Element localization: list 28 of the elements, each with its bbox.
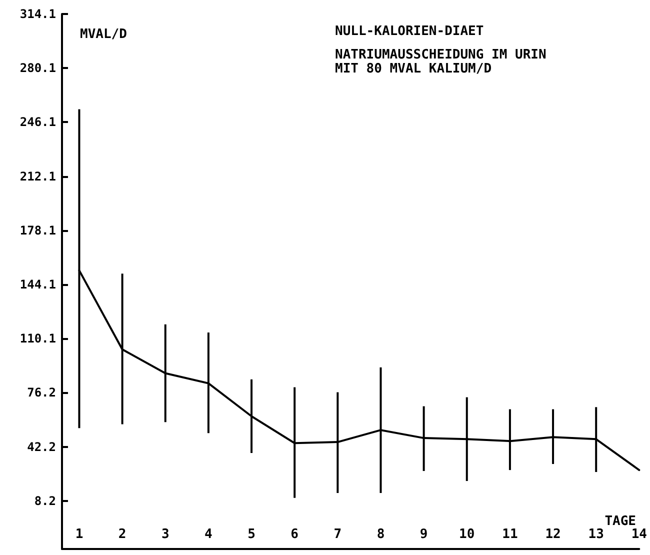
y-tick-label: 246.1 <box>20 115 56 130</box>
y-tick-label: 178.1 <box>20 223 56 238</box>
x-tick-label: 6 <box>290 527 299 542</box>
x-tick-label: 10 <box>459 527 475 542</box>
text: NULL-KALORIEN-DIAET <box>335 24 484 39</box>
x-tick-label: 11 <box>502 527 518 542</box>
x-tick-label: 3 <box>161 527 170 542</box>
x-tick-label: 1 <box>75 527 84 542</box>
x-tick-label: 5 <box>248 527 256 542</box>
x-tick-label: 9 <box>420 527 428 542</box>
y-tick-label: 76.2 <box>27 386 56 400</box>
text: NATRIUMAUSSCHEIDUNG IM URIN MIT 80 MVAL KALIUM/D <box>335 48 546 76</box>
y-tick-label: 212.1 <box>20 169 56 184</box>
x-tick-label: 8 <box>376 527 385 542</box>
y-tick-label: 280.1 <box>20 61 56 76</box>
y-tick-label: 42.2 <box>27 440 56 454</box>
y-tick-label: 314.1 <box>20 7 56 21</box>
x-tick-label: 4 <box>204 527 213 542</box>
x-tick-label: 14 <box>631 527 648 542</box>
x-tick-label: 7 <box>334 527 342 542</box>
y-tick-label: 110.1 <box>20 332 56 346</box>
y-tick-label: 8.2 <box>34 494 56 508</box>
y-tick-label: 144.1 <box>20 278 56 292</box>
y-axis-title: MVAL/D <box>80 27 128 42</box>
x-tick-label: 13 <box>588 527 604 542</box>
x-tick-label: 12 <box>545 527 561 542</box>
x-axis-title: TAGE <box>604 514 636 529</box>
x-tick-label: 2 <box>118 527 126 542</box>
